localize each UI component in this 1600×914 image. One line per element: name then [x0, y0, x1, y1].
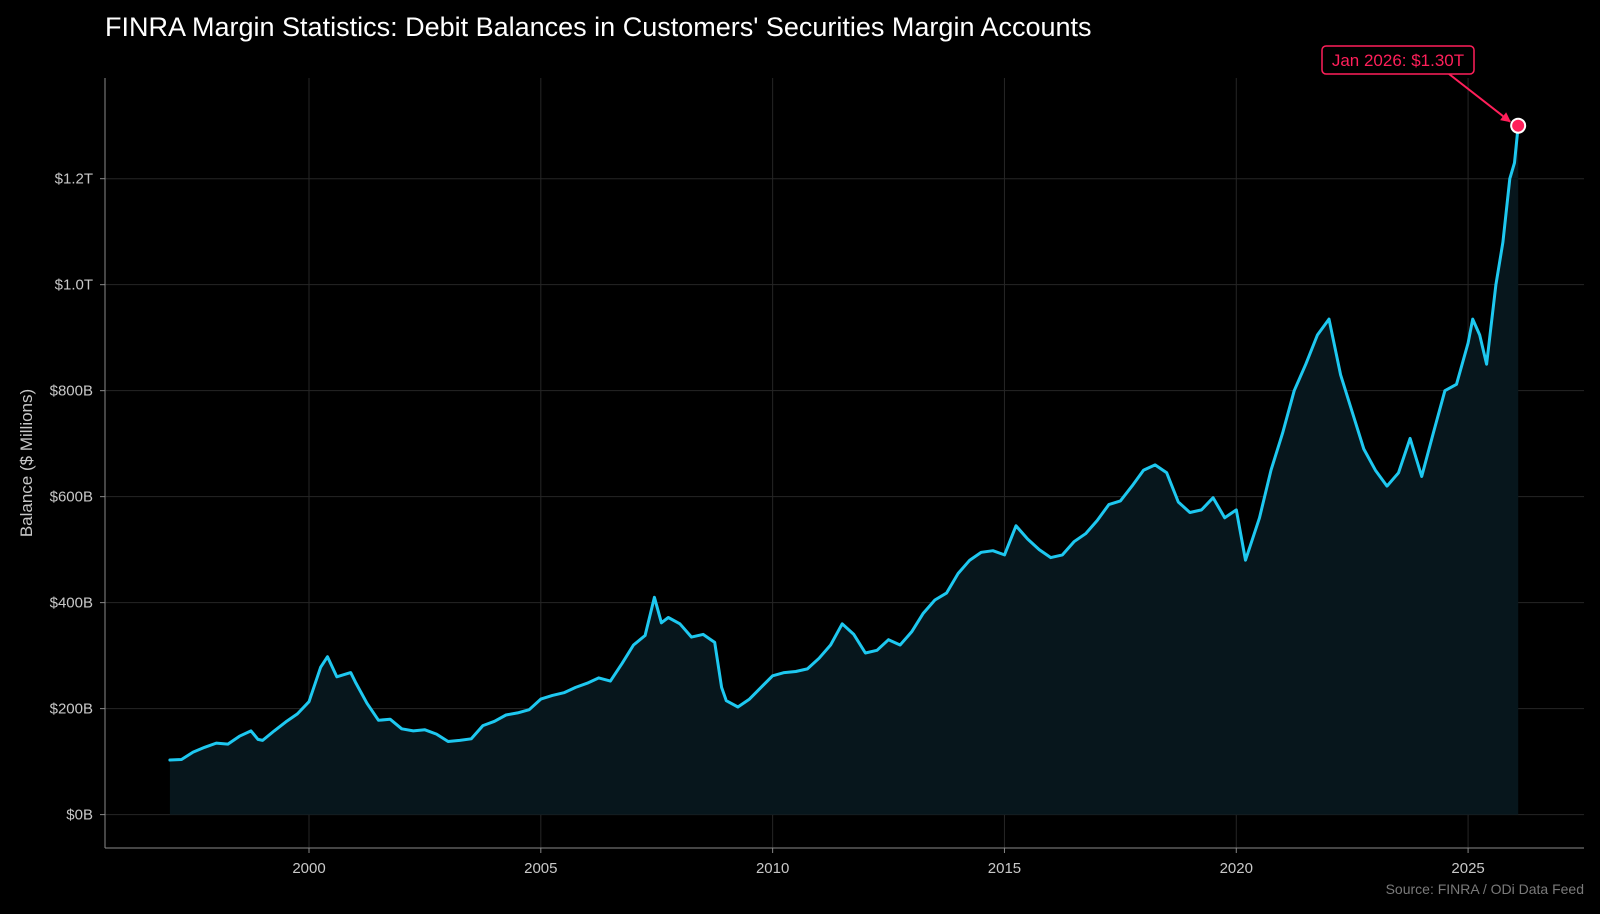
peak-marker	[1510, 117, 1527, 134]
y-axis-title: Balance ($ Millions)	[17, 389, 36, 537]
x-tick-label: 2020	[1220, 860, 1253, 877]
axes	[100, 78, 1584, 853]
source-note: Source: FINRA / ODi Data Feed	[1386, 881, 1584, 897]
series-line	[168, 124, 1520, 762]
y-tick-label: $1.2T	[55, 171, 93, 188]
y-tick-label: $600B	[50, 489, 93, 506]
annotation-box	[1321, 45, 1475, 75]
x-tick-label: 2000	[292, 860, 325, 877]
x-tick-label: 2005	[524, 860, 557, 877]
chart-title: FINRA Margin Statistics: Debit Balances …	[105, 12, 1092, 42]
y-tick-label: $400B	[50, 595, 93, 612]
x-tick-label: 2025	[1451, 860, 1484, 877]
tick-labels: 2000 2005 2010 2015 2020 2025 $0B $200B $400B $60…	[50, 171, 1485, 877]
x-tick-label: 2010	[756, 860, 789, 877]
y-tick-label: $800B	[50, 383, 93, 400]
y-tick-label: $200B	[50, 701, 93, 718]
x-tick-label: 2015	[988, 860, 1021, 877]
y-tick-label: $0B	[66, 807, 93, 824]
annotation-label: Jan 2026: $1.30T	[1332, 51, 1464, 70]
series-fill	[169, 125, 1519, 815]
annotation-arrow	[1448, 73, 1511, 123]
series-area	[168, 124, 1520, 815]
peak-annotation: Jan 2026: $1.30T	[1321, 45, 1527, 134]
y-tick-label: $1.0T	[55, 277, 93, 294]
